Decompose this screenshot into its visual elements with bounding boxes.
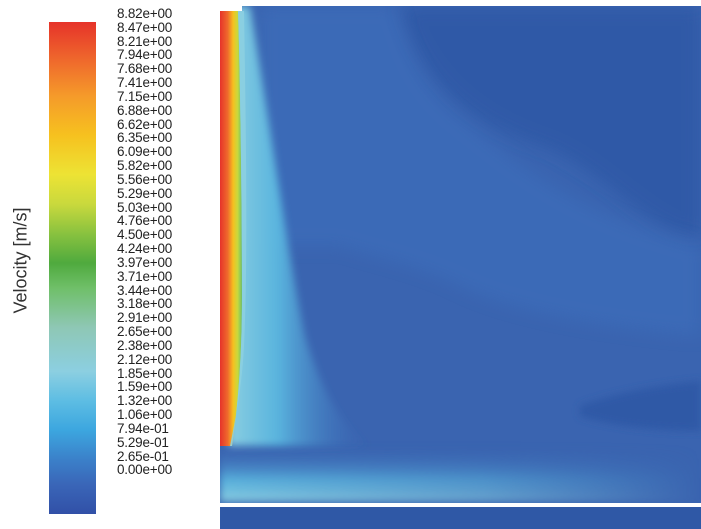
- colorbar-tick-label: 5.56e+00: [117, 171, 173, 187]
- colorbar-tick-label: 3.71e+00: [117, 268, 173, 284]
- colorbar-tick-label: 8.82e+00: [117, 6, 173, 21]
- colorbar-tick-label: 0.00e+00: [117, 462, 173, 478]
- colorbar-tick-label: 7.15e+00: [117, 88, 173, 104]
- legend-title: Velocity [m/s]: [6, 160, 36, 360]
- legend-title-text: Velocity [m/s]: [10, 206, 31, 314]
- colorbar-tick-label: 7.94e-01: [117, 420, 169, 436]
- colorbar-tick-label: 4.50e+00: [117, 227, 173, 243]
- colorbar-tick-labels: 8.82e+00 8.47e+00 8.21e+00 7.94e+00 7.68e+00…: [117, 7, 217, 477]
- colorbar-tick-label: 1.06e+00: [117, 407, 173, 423]
- colorbar-tick-label: 8.21e+00: [117, 33, 173, 49]
- colorbar-tick-label: 5.82e+00: [117, 158, 173, 174]
- colorbar-tick-label: 7.94e+00: [117, 47, 173, 63]
- mid-field-region: [260, 6, 701, 336]
- colorbar-tick-label: 4.24e+00: [117, 241, 173, 257]
- colorbar-tick-label: 5.29e-01: [117, 434, 169, 450]
- floor-strip: [220, 507, 701, 529]
- colorbar-tick-label: 1.59e+00: [117, 379, 173, 395]
- colorbar-tick-label: 8.47e+00: [117, 19, 173, 35]
- jet-shear-layer: [230, 11, 247, 446]
- colorbar-tick-label: 2.38e+00: [117, 337, 173, 353]
- colorbar-tick-label: 5.29e+00: [117, 185, 173, 201]
- colorbar-tick-label: 1.85e+00: [117, 365, 173, 381]
- wall-jet-spread: [228, 6, 370, 446]
- colorbar-tick-label: 2.65e+00: [117, 324, 173, 340]
- colorbar-tick-label: 7.41e+00: [117, 75, 173, 91]
- low-velocity-region-bottom: [580, 381, 701, 431]
- colorbar: [49, 22, 96, 514]
- colorbar-tick-label: 2.12e+00: [117, 351, 173, 367]
- colorbar-tick-label: 6.62e+00: [117, 116, 173, 132]
- colorbar-tick-label: 2.91e+00: [117, 310, 173, 326]
- colorbar-tick-label: 7.68e+00: [117, 61, 173, 77]
- velocity-contour-plot: [220, 6, 701, 529]
- floor-separator: [220, 503, 701, 507]
- colorbar-tick-label: 4.76e+00: [117, 213, 173, 229]
- colorbar-tick-label: 3.44e+00: [117, 282, 173, 298]
- jet-core: [220, 11, 242, 446]
- low-velocity-region-top: [400, 6, 701, 236]
- colorbar-tick-label: 3.97e+00: [117, 254, 173, 270]
- colorbar-tick-label: 6.88e+00: [117, 102, 173, 118]
- floor-jet: [220, 446, 701, 502]
- colorbar-tick-label: 2.65e-01: [117, 448, 169, 464]
- colorbar-tick-label: 6.09e+00: [117, 144, 173, 160]
- colorbar-tick-label: 3.18e+00: [117, 296, 173, 312]
- colorbar-tick-label: 6.35e+00: [117, 130, 173, 146]
- colorbar-tick-label: 5.03e+00: [117, 199, 173, 215]
- inlet-gap: [220, 6, 242, 11]
- colorbar-tick-label: 1.32e+00: [117, 393, 173, 409]
